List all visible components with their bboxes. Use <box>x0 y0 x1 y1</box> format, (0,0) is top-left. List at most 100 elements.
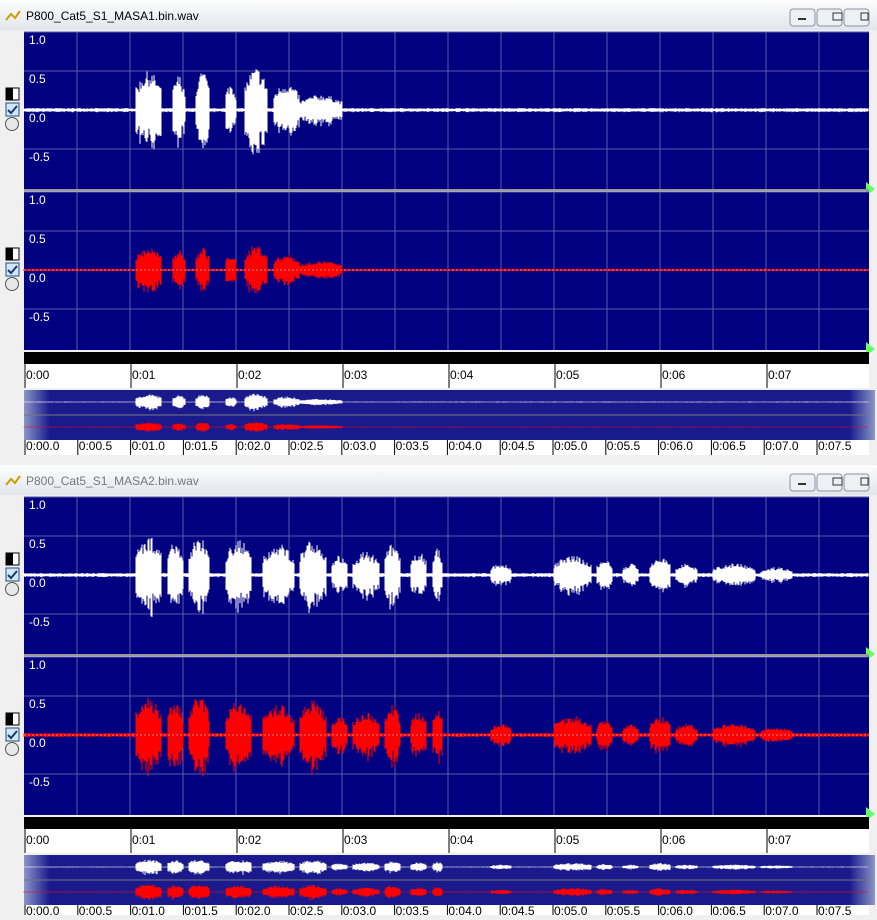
time-label: 0:07 <box>768 833 792 847</box>
amplitude-label: 0.0 <box>29 736 46 750</box>
window-title: P800_Cat5_S1_MASA1.bin.wav <box>26 9 199 23</box>
channel-select-fill <box>6 553 13 565</box>
amplitude-label: 1.0 <box>29 33 46 47</box>
time-label: 0:02 <box>238 833 262 847</box>
time-label: 0:00 <box>26 833 50 847</box>
waveform <box>23 859 869 875</box>
amplitude-label: 1.0 <box>29 193 46 207</box>
max-icon <box>832 477 843 486</box>
waveform <box>23 393 869 412</box>
time-ruler <box>24 364 869 388</box>
channel-checkbox[interactable] <box>5 262 20 277</box>
channel-radio[interactable] <box>5 277 19 291</box>
overview-label: 0:01.5 <box>184 439 218 453</box>
overview-label: 0:06.5 <box>712 904 746 915</box>
max-button[interactable] <box>816 8 843 27</box>
channel-checkbox[interactable] <box>5 102 20 117</box>
overview-label: 0:07.0 <box>765 904 799 915</box>
channel-radio[interactable] <box>5 117 19 131</box>
time-label: 0:01 <box>132 368 156 382</box>
amplitude-label: 0.0 <box>29 111 46 125</box>
max-icon <box>832 12 843 21</box>
overview-label: 0:00.0 <box>26 439 60 453</box>
channel-checkbox[interactable] <box>5 567 20 582</box>
check-mark <box>7 265 18 275</box>
min-button[interactable] <box>789 473 816 492</box>
close-icon <box>860 12 869 21</box>
overview-label: 0:02.5 <box>290 904 324 915</box>
overview-label: 0:01.0 <box>132 904 166 915</box>
window-title: P800_Cat5_S1_MASA2.bin.wav <box>26 474 199 488</box>
waveform <box>23 884 869 901</box>
overview-label: 0:00.5 <box>79 439 113 453</box>
overview-label: 0:03.5 <box>396 904 430 915</box>
time-label: 0:05 <box>556 833 580 847</box>
channel-checkbox[interactable] <box>5 727 20 742</box>
channel-select-fill <box>6 713 13 725</box>
time-label: 0:01 <box>132 833 156 847</box>
overview-label: 0:07.5 <box>818 904 852 915</box>
time-label: 0:05 <box>556 368 580 382</box>
overview-ruler <box>24 440 869 455</box>
overview-label: 0:00.5 <box>79 904 113 915</box>
overview-label: 0:04.0 <box>448 904 482 915</box>
title-bar <box>0 0 877 30</box>
check-mark <box>7 730 18 740</box>
time-label: 0:07 <box>768 368 792 382</box>
amplitude-label: 0.0 <box>29 271 46 285</box>
overview-label: 0:06.5 <box>712 439 746 453</box>
max-button[interactable] <box>816 473 843 492</box>
overview-label: 0:04.5 <box>501 439 535 453</box>
overview-label: 0:04.0 <box>448 439 482 453</box>
amplitude-label: 1.0 <box>29 498 46 512</box>
overview-label: 0:03.5 <box>396 439 430 453</box>
title-bar <box>0 465 877 495</box>
time-label: 0:03 <box>344 368 368 382</box>
channel-radio[interactable] <box>5 582 19 596</box>
time-label: 0:06 <box>662 368 686 382</box>
time-ruler <box>24 829 869 853</box>
min-button[interactable] <box>789 8 816 27</box>
amplitude-label: -0.5 <box>29 775 50 789</box>
overview-label: 0:00.0 <box>26 904 60 915</box>
check-mark <box>7 105 18 115</box>
close-button[interactable] <box>843 473 870 492</box>
amplitude-label: -0.5 <box>29 150 50 164</box>
time-label: 0:03 <box>344 833 368 847</box>
overview-label: 0:01.0 <box>132 439 166 453</box>
amplitude-label: 0.5 <box>29 232 46 246</box>
time-label: 0:04 <box>450 368 474 382</box>
time-label: 0:02 <box>238 368 262 382</box>
overview-label: 0:02.0 <box>237 904 271 915</box>
overview-label: 0:06.0 <box>660 439 694 453</box>
overview-label: 0:07.5 <box>818 439 852 453</box>
overview-label: 0:04.5 <box>501 904 535 915</box>
channel-select-fill <box>6 88 13 100</box>
close-button[interactable] <box>843 8 870 27</box>
time-label: 0:06 <box>662 833 686 847</box>
channel-radio[interactable] <box>5 742 19 756</box>
scroll-bar <box>24 352 869 364</box>
amplitude-label: 0.5 <box>29 72 46 86</box>
overview-label: 0:01.5 <box>184 904 218 915</box>
waveform <box>23 421 869 432</box>
overview-label: 0:07.0 <box>765 439 799 453</box>
overview-label: 0:05.5 <box>607 439 641 453</box>
overview-label: 0:05.0 <box>554 904 588 915</box>
amplitude-label: -0.5 <box>29 310 50 324</box>
amplitude-label: -0.5 <box>29 615 50 629</box>
overview-label: 0:05.5 <box>607 904 641 915</box>
channel-select-fill <box>6 248 13 260</box>
amplitude-label: 0.5 <box>29 697 46 711</box>
overview-label: 0:06.0 <box>660 904 694 915</box>
overview-label: 0:02.0 <box>237 439 271 453</box>
time-label: 0:04 <box>450 833 474 847</box>
overview-label: 0:02.5 <box>290 439 324 453</box>
min-icon <box>798 483 806 485</box>
time-label: 0:00 <box>26 368 50 382</box>
close-icon <box>860 477 869 486</box>
min-icon <box>798 18 806 20</box>
app-icon <box>5 475 21 486</box>
overview-label: 0:05.0 <box>554 439 588 453</box>
